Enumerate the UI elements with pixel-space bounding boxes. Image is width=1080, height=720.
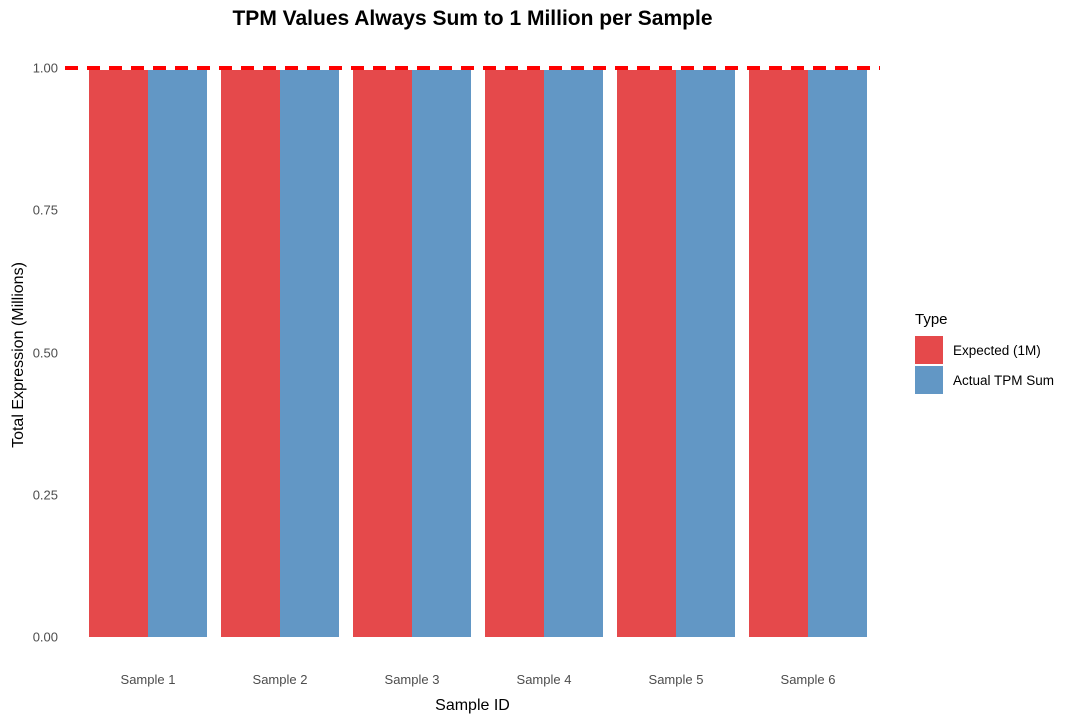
legend-key-swatch	[915, 366, 943, 394]
y-tick-label: 0.75	[32, 202, 58, 218]
x-tick-label: Sample 2	[252, 672, 308, 687]
bar-actual-tpm-sum	[412, 70, 471, 637]
bar-expected-1m-	[89, 70, 148, 637]
bar-expected-1m-	[485, 70, 544, 637]
bar-group-5	[617, 70, 735, 637]
bar-actual-tpm-sum	[148, 70, 207, 637]
legend-key-swatch	[915, 336, 943, 364]
plot-panel	[65, 66, 880, 637]
x-tick-label: Sample 1	[120, 672, 176, 687]
bar-group-1	[89, 70, 207, 637]
legend: Type Expected (1M) Actual TPM Sum	[915, 311, 1054, 396]
bar-expected-1m-	[617, 70, 676, 637]
bar-actual-tpm-sum	[808, 70, 867, 637]
bar-group-4	[485, 70, 603, 637]
reference-line	[65, 66, 880, 70]
bar-actual-tpm-sum	[280, 70, 339, 637]
bar-group-3	[353, 70, 471, 637]
legend-item: Actual TPM Sum	[915, 366, 1054, 394]
bar-actual-tpm-sum	[676, 70, 735, 637]
x-tick-label: Sample 6	[780, 672, 836, 687]
bars-area	[89, 70, 867, 637]
bar-group-6	[749, 70, 867, 637]
legend-label: Expected (1M)	[953, 342, 1041, 358]
y-tick-label: 0.50	[32, 345, 58, 360]
x-tick-label: Sample 4	[516, 672, 572, 687]
x-axis-title: Sample ID	[435, 697, 510, 714]
y-tick-label: 0.00	[32, 629, 58, 645]
legend-title: Type	[915, 311, 948, 328]
x-axis-tick-labels: Sample 1 Sample 2 Sample 3 Sample 4 Sample 5…	[89, 672, 867, 687]
legend-items: Expected (1M) Actual TPM Sum	[915, 336, 1054, 394]
bar-expected-1m-	[353, 70, 412, 637]
bar-group-2	[221, 70, 339, 637]
chart-title: TPM Values Always Sum to 1 Million per S…	[232, 7, 713, 30]
legend-label: Actual TPM Sum	[953, 372, 1055, 388]
y-tick-label: 1.00	[32, 60, 58, 76]
bar-actual-tpm-sum	[544, 70, 603, 637]
y-tick-label: 0.25	[32, 487, 58, 503]
bar-expected-1m-	[221, 70, 280, 637]
x-tick-label: Sample 5	[648, 672, 704, 687]
x-tick-label: Sample 3	[384, 672, 440, 687]
bar-expected-1m-	[749, 70, 808, 637]
legend-item: Expected (1M)	[915, 336, 1054, 364]
